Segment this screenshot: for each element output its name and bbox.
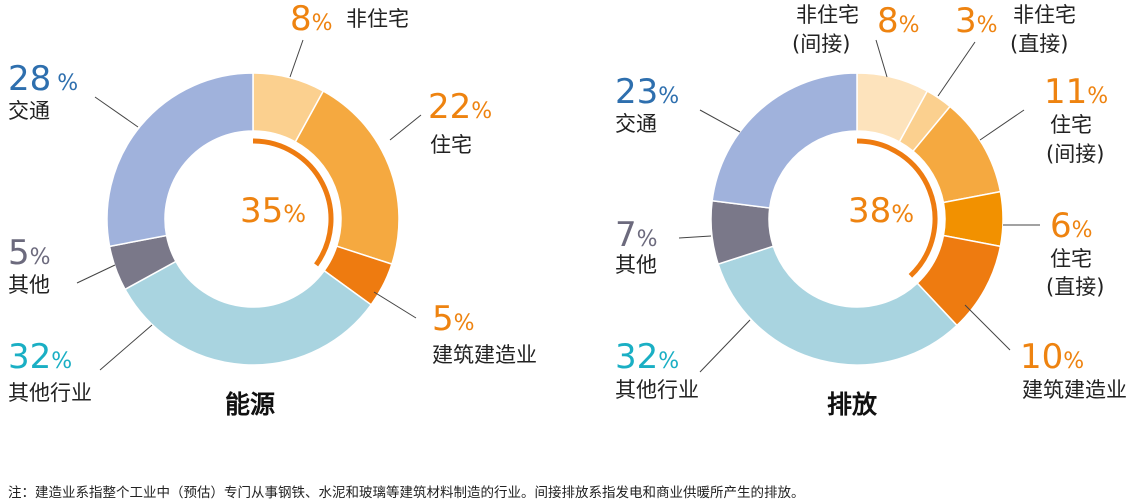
- leader-line: [964, 304, 1011, 351]
- construction-label-right: 建筑建造业: [1022, 378, 1127, 402]
- right-donut: [710, 72, 1004, 366]
- donut-slice-3: [124, 260, 373, 366]
- transport-label: 交通: [8, 99, 50, 123]
- res-label: 住宅: [430, 133, 472, 157]
- other-industry-label: 其他行业: [8, 381, 92, 405]
- leader-line: [979, 109, 1025, 141]
- leader-lines: [76, 39, 1040, 373]
- res-indirect-pct: 11%: [1044, 72, 1108, 112]
- leader-line: [94, 96, 139, 128]
- transport-pct: 28%: [8, 59, 78, 99]
- building-share-bracket: [856, 138, 938, 278]
- donut-slice-5: [717, 245, 959, 366]
- other-industry-pct-right: 32%: [615, 337, 679, 377]
- res-direct-label: 住宅: [1050, 247, 1092, 271]
- left-chart-title: 能源: [225, 390, 275, 419]
- donut-slice-5: [106, 72, 254, 248]
- non-res-indirect-label-2: (间接): [792, 32, 850, 56]
- leader-line: [389, 114, 422, 141]
- other-label: 其他: [8, 273, 50, 297]
- other-pct: 5%: [8, 233, 51, 273]
- footnote: 注：建造业系指整个工业中（预估）专门从事钢铁、水泥和玻璃等建筑材料制造的行业。间…: [8, 485, 805, 501]
- leader-line: [99, 324, 153, 371]
- construction-label: 建筑建造业: [432, 343, 537, 367]
- donut-slice-7: [711, 72, 858, 209]
- construction-pct: 5%: [432, 299, 475, 339]
- non-res-direct-pct: 3%: [955, 1, 998, 41]
- non-res-label: 非住宅: [346, 7, 409, 31]
- res-indirect-label: 住宅: [1050, 113, 1092, 137]
- leader-line: [875, 39, 888, 78]
- non-res-indirect-label: 非住宅: [796, 3, 859, 27]
- non-res-pct: 8%: [290, 0, 333, 39]
- res-pct: 22%: [428, 87, 492, 127]
- res-direct-label-2: (直接): [1046, 275, 1104, 299]
- transport-label-right: 交通: [615, 112, 657, 136]
- leader-line: [937, 41, 976, 97]
- right-chart-title: 排放: [827, 390, 878, 419]
- leader-line: [289, 39, 304, 78]
- building-share-bracket: [252, 138, 334, 267]
- right-center-pct: 38%: [848, 191, 914, 231]
- leader-line: [699, 319, 751, 373]
- leader-line: [699, 109, 741, 133]
- other-pct-right: 7%: [615, 215, 658, 255]
- res-direct-pct: 6%: [1050, 206, 1093, 246]
- left-donut: [106, 72, 400, 366]
- other-industry-label-right: 其他行业: [615, 378, 699, 402]
- donut-slice-1: [294, 90, 400, 266]
- res-indirect-label-2: (间接): [1046, 142, 1104, 166]
- other-industry-pct: 32%: [8, 337, 72, 377]
- leader-line: [76, 264, 116, 284]
- other-label-right: 其他: [615, 253, 657, 277]
- building-share-brackets: [252, 138, 938, 278]
- leader-line: [678, 235, 712, 239]
- left-center-pct: 35%: [240, 191, 306, 231]
- transport-pct-right: 23%: [615, 72, 679, 112]
- non-res-direct-label: 非住宅: [1013, 3, 1076, 27]
- construction-pct-right: 10%: [1020, 337, 1084, 377]
- non-res-direct-label-2: (直接): [1010, 32, 1068, 56]
- leader-line: [373, 291, 417, 319]
- non-res-indirect-pct: 8%: [877, 1, 920, 41]
